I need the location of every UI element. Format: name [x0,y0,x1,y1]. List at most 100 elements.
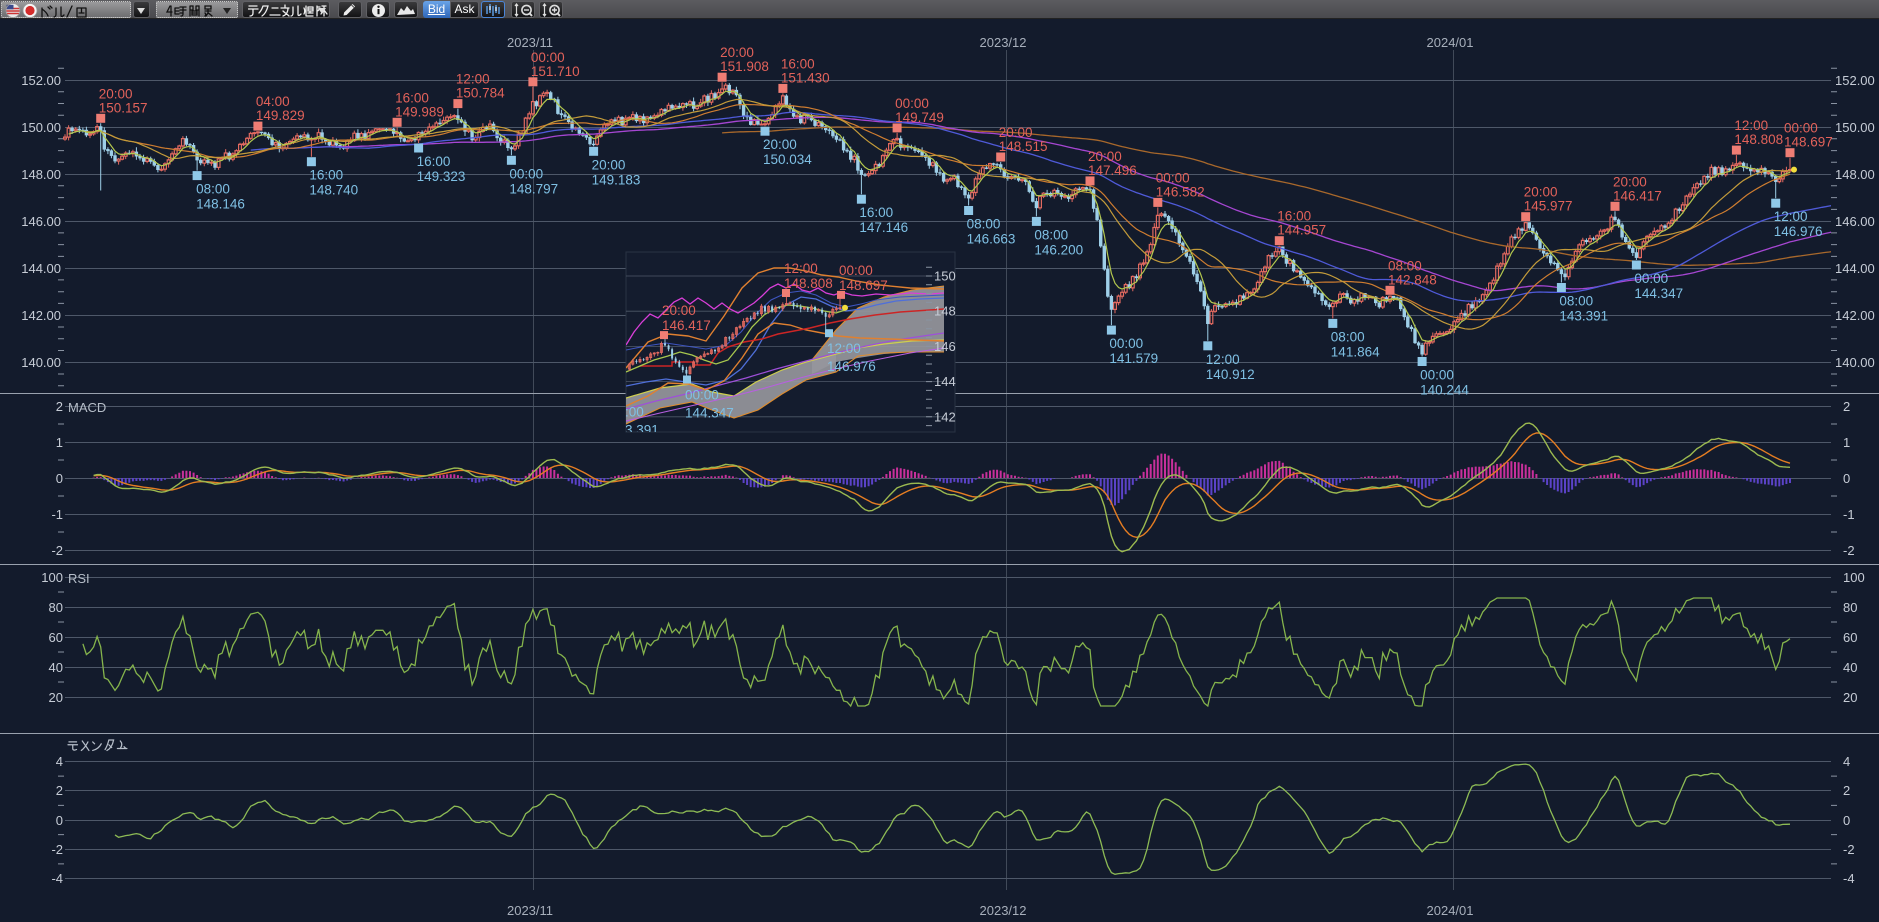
svg-text:148.697: 148.697 [839,278,888,293]
svg-text:00:00: 00:00 [1784,121,1818,136]
svg-text:146: 146 [934,339,956,354]
svg-text:100: 100 [41,570,63,585]
svg-text:08:00: 08:00 [1559,294,1593,309]
svg-text:-2: -2 [1843,842,1855,857]
svg-text:00:00: 00:00 [610,404,644,419]
svg-text:149.749: 149.749 [895,110,944,125]
svg-text:152.00: 152.00 [21,73,61,88]
svg-text:00:00: 00:00 [1156,170,1190,185]
svg-text:148.740: 148.740 [309,183,358,198]
svg-text:151.710: 151.710 [531,64,580,79]
svg-text:146.976: 146.976 [1774,224,1823,239]
svg-text:150: 150 [934,269,956,284]
svg-text:00:00: 00:00 [509,166,543,181]
svg-text:150.157: 150.157 [99,100,148,115]
svg-text:150.784: 150.784 [456,86,505,101]
svg-text:0: 0 [56,813,63,828]
svg-text:149.989: 149.989 [395,104,444,119]
svg-text:2: 2 [1843,783,1850,798]
svg-text:148.697: 148.697 [1784,135,1833,150]
svg-text:146.582: 146.582 [1156,184,1205,199]
svg-text:142.00: 142.00 [21,308,61,323]
svg-text:144.347: 144.347 [1634,286,1683,301]
svg-text:08:00: 08:00 [196,182,230,197]
svg-text:140.00: 140.00 [1835,355,1875,370]
svg-text:148.00: 148.00 [21,167,61,182]
svg-text:146.976: 146.976 [827,359,876,374]
svg-text:00:00: 00:00 [1634,271,1668,286]
svg-text:20: 20 [49,690,63,705]
svg-text:1: 1 [56,435,63,450]
svg-text:08:00: 08:00 [967,217,1001,232]
svg-text:149.323: 149.323 [417,169,466,184]
svg-text:144: 144 [934,374,956,389]
svg-text:40: 40 [1843,660,1857,675]
svg-text:146.00: 146.00 [1835,214,1875,229]
svg-text:148.515: 148.515 [999,139,1048,154]
svg-text:-2: -2 [1843,543,1855,558]
svg-text:148: 148 [934,304,956,319]
svg-text:80: 80 [49,600,63,615]
svg-text:145.977: 145.977 [1524,199,1573,214]
svg-text:16:00: 16:00 [417,154,451,169]
svg-text:12:00: 12:00 [1206,352,1240,367]
svg-text:0: 0 [1843,471,1850,486]
svg-text:20:00: 20:00 [720,45,754,60]
svg-text:2: 2 [56,399,63,414]
svg-text:04:00: 04:00 [256,94,290,109]
svg-text:12:00: 12:00 [1734,118,1768,133]
svg-text:140.00: 140.00 [21,355,61,370]
svg-text:08:00: 08:00 [1034,227,1068,242]
svg-text:144.957: 144.957 [1277,223,1326,238]
svg-text:148.797: 148.797 [509,181,558,196]
svg-text:MACD: MACD [68,400,106,415]
svg-text:16:00: 16:00 [309,168,343,183]
svg-text:144.00: 144.00 [1835,261,1875,276]
svg-text:2024/01: 2024/01 [1427,903,1474,918]
svg-text:2024/01: 2024/01 [1427,35,1474,50]
svg-text:12:00: 12:00 [456,72,490,87]
svg-text:146.417: 146.417 [662,318,711,333]
svg-text:12:00: 12:00 [784,261,818,276]
svg-text:20: 20 [1843,690,1857,705]
svg-text:143.391: 143.391 [610,422,659,437]
svg-text:16:00: 16:00 [781,56,815,71]
svg-text:146.00: 146.00 [21,214,61,229]
svg-text:144.00: 144.00 [21,261,61,276]
svg-text:RSI: RSI [68,571,90,586]
svg-text:146.200: 146.200 [1034,242,1083,257]
svg-text:147.146: 147.146 [859,220,908,235]
svg-text:140.244: 140.244 [1420,383,1469,398]
svg-text:2: 2 [1843,399,1850,414]
svg-text:20:00: 20:00 [1088,149,1122,164]
svg-text:148.808: 148.808 [784,276,833,291]
svg-text:2023/11: 2023/11 [507,35,553,50]
svg-text:0: 0 [1843,813,1850,828]
svg-text:142.848: 142.848 [1388,272,1437,287]
svg-text:-4: -4 [51,871,63,886]
svg-text:20:00: 20:00 [592,157,626,172]
svg-text:40: 40 [49,660,63,675]
svg-text:152.00: 152.00 [1835,73,1875,88]
svg-text:100: 100 [1843,570,1865,585]
svg-text:141.864: 141.864 [1331,344,1380,359]
svg-text:-2: -2 [51,543,63,558]
svg-text:-1: -1 [51,507,63,522]
svg-text:142.00: 142.00 [1835,308,1875,323]
svg-text:1: 1 [1843,435,1850,450]
svg-text:80: 80 [1843,600,1857,615]
svg-text:16:00: 16:00 [859,205,893,220]
svg-text:147.496: 147.496 [1088,163,1137,178]
svg-text:150.00: 150.00 [21,120,61,135]
svg-text:-2: -2 [51,842,63,857]
svg-text:148.00: 148.00 [1835,167,1875,182]
svg-text:141.579: 141.579 [1109,351,1158,366]
svg-text:00:00: 00:00 [1109,336,1143,351]
svg-text:20:00: 20:00 [662,303,696,318]
svg-text:144.347: 144.347 [685,406,734,421]
svg-text:151.908: 151.908 [720,59,769,74]
svg-text:00:00: 00:00 [895,96,929,111]
svg-text:2023/12: 2023/12 [980,35,1027,50]
svg-text:140.912: 140.912 [1206,367,1255,382]
svg-text:08:00: 08:00 [1331,329,1365,344]
